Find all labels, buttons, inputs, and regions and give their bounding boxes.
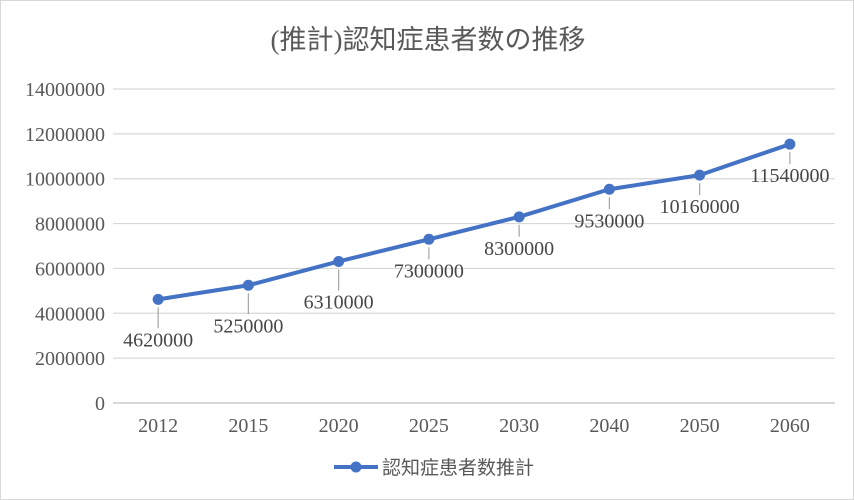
y-axis-tick-label: 12000000 xyxy=(25,124,105,146)
x-axis-tick-label: 2025 xyxy=(409,415,449,437)
series-line xyxy=(156,142,792,302)
x-axis-tick-label: 2030 xyxy=(499,415,539,437)
y-axis-tick-label: 4000000 xyxy=(35,303,105,325)
x-axis-tick-label: 2015 xyxy=(228,415,268,437)
chart-title: (推計)認知症患者数の推移 xyxy=(271,25,586,55)
x-axis-tick-label: 2012 xyxy=(138,415,178,437)
data-point-marker xyxy=(784,138,796,150)
data-point-marker xyxy=(423,233,435,245)
y-axis-tick-label: 6000000 xyxy=(35,258,105,280)
y-axis-tick-label: 10000000 xyxy=(25,169,105,191)
x-axis-tick-label: 2020 xyxy=(319,415,359,437)
data-point-marker xyxy=(333,255,345,267)
x-axis-tick-label: 2050 xyxy=(680,415,720,437)
legend-marker-icon xyxy=(350,461,362,473)
data-label: 9530000 xyxy=(574,210,644,232)
data-label: 4620000 xyxy=(123,329,193,351)
y-axis-tick-label: 0 xyxy=(95,393,105,415)
y-axis-tick-label: 14000000 xyxy=(25,79,105,101)
data-point-marker xyxy=(694,169,706,181)
data-point-marker xyxy=(242,279,254,291)
data-label: 11540000 xyxy=(750,165,829,187)
data-label: 5250000 xyxy=(213,315,283,337)
data-label: 10160000 xyxy=(660,196,740,218)
x-axis-tick-label: 2060 xyxy=(770,415,810,437)
plot-area: 0 2000000 4000000 6000000 8000000 10000000 120… xyxy=(25,79,835,437)
data-label: 8300000 xyxy=(484,238,554,260)
x-axis-tick-label: 2040 xyxy=(589,415,629,437)
data-label: 6310000 xyxy=(304,291,374,313)
y-axis-tick-label: 8000000 xyxy=(35,214,105,236)
data-point-marker xyxy=(152,293,164,305)
y-axis-tick-label: 2000000 xyxy=(35,348,105,370)
legend-label: 認知症患者数推計 xyxy=(382,457,534,479)
data-point-marker xyxy=(603,183,615,195)
legend: 認知症患者数推計 xyxy=(334,457,534,479)
data-label: 7300000 xyxy=(394,260,464,282)
data-point-marker xyxy=(513,211,525,223)
